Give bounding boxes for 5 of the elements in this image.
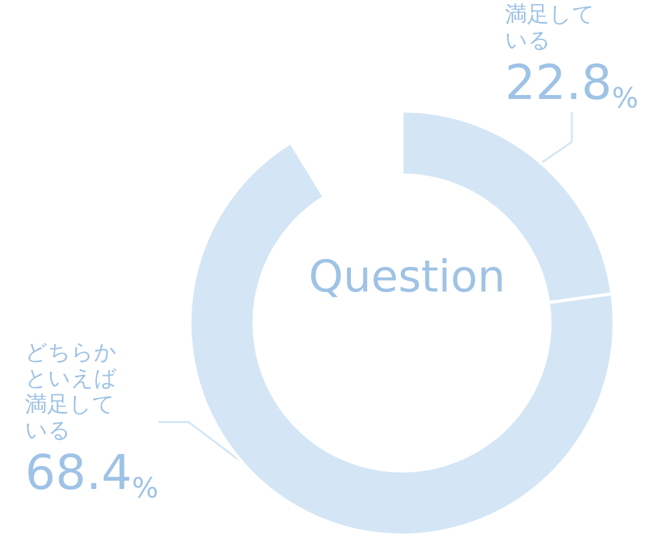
slice-label: 満足している xyxy=(505,2,595,54)
slice-label: どちらかといえば満足している xyxy=(25,340,117,444)
data-label: 68.4% xyxy=(25,445,158,504)
text: Question xyxy=(308,252,506,302)
data-label: 22.8% xyxy=(505,55,638,114)
